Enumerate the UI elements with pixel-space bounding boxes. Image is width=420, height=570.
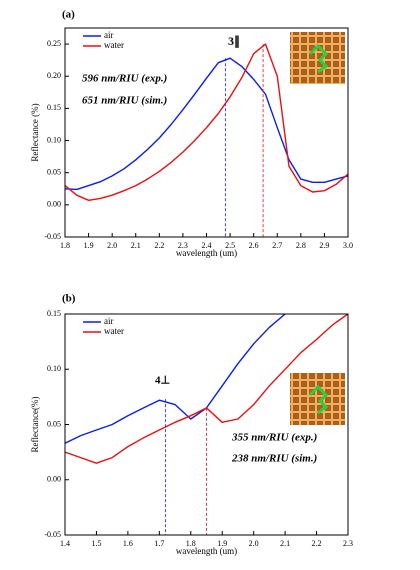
legend-label: water xyxy=(104,326,124,336)
series-line xyxy=(64,57,349,191)
y-tick-label: 0.00 xyxy=(47,200,61,209)
x-tick-label: 2.1 xyxy=(280,539,290,548)
x-tick-label: 2.2 xyxy=(154,241,164,250)
x-tick-label: 2.0 xyxy=(107,241,117,250)
y-tick-label: -0.05 xyxy=(44,530,61,539)
annotation: 4⊥ xyxy=(155,375,170,387)
x-tick-label: 3.0 xyxy=(343,241,353,250)
x-tick-label: 2.8 xyxy=(296,241,306,250)
series-line xyxy=(64,313,286,444)
annotation: 355 nm/RIU (exp.) xyxy=(231,432,317,444)
inset-image xyxy=(290,373,345,425)
y-tick-label: 0.05 xyxy=(47,419,61,428)
x-tick-label: 1.9 xyxy=(84,241,94,250)
x-tick-label: 1.7 xyxy=(154,539,164,548)
x-tick-label: 2.4 xyxy=(202,241,212,250)
x-tick-label: 2.7 xyxy=(272,241,282,250)
legend-label: air xyxy=(104,316,114,326)
plot-frame xyxy=(64,313,349,536)
x-tick-label: 2.0 xyxy=(249,539,259,548)
y-axis-label: Reflectance(%) xyxy=(30,397,40,453)
inset-structure xyxy=(308,384,329,415)
x-tick-label: 2.5 xyxy=(225,241,235,250)
inset-image xyxy=(290,32,345,84)
y-tick-label: 0.20 xyxy=(47,71,61,80)
x-tick-label: 1.9 xyxy=(217,539,227,548)
x-axis-label: wavelength (um) xyxy=(176,546,237,556)
x-tick-label: 2.1 xyxy=(131,241,141,250)
series-line xyxy=(64,43,349,201)
inset-structure xyxy=(308,43,329,74)
x-tick-label: 2.3 xyxy=(178,241,188,250)
y-tick-label: 0.10 xyxy=(47,135,61,144)
panel-label: (a) xyxy=(62,9,75,21)
y-axis-label: Reflectance (%) xyxy=(30,103,40,161)
y-tick-label: 0.15 xyxy=(47,309,61,318)
y-tick-label: 0.10 xyxy=(47,364,61,373)
x-tick-label: 2.6 xyxy=(249,241,259,250)
x-tick-label: 1.5 xyxy=(91,539,101,548)
series-line xyxy=(64,313,349,464)
x-tick-label: 1.4 xyxy=(60,539,70,548)
x-tick-label: 2.9 xyxy=(319,241,329,250)
x-tick-label: 1.8 xyxy=(186,539,196,548)
y-tick-label: 0.00 xyxy=(47,475,61,484)
legend-label: air xyxy=(104,30,114,40)
x-tick-label: 1.8 xyxy=(60,241,70,250)
y-tick-label: 0.05 xyxy=(47,168,61,177)
x-tick-label: 2.3 xyxy=(343,539,353,548)
annotation: 3∥ xyxy=(228,34,240,48)
y-tick-label: 0.25 xyxy=(47,39,61,48)
annotation: 238 nm/RIU (sim.) xyxy=(231,453,317,465)
panel-label: (b) xyxy=(62,293,76,305)
annotation: 596 nm/RIU (exp.) xyxy=(82,73,167,85)
x-tick-label: 1.6 xyxy=(123,539,133,548)
annotation: 651 nm/RIU (sim.) xyxy=(82,95,167,107)
x-axis-label: wavelength (um) xyxy=(176,248,237,258)
y-tick-label: 0.15 xyxy=(47,103,61,112)
x-tick-label: 2.2 xyxy=(312,539,322,548)
plot-frame xyxy=(64,27,349,238)
legend-label: water xyxy=(104,40,124,50)
y-tick-label: -0.05 xyxy=(44,232,61,241)
